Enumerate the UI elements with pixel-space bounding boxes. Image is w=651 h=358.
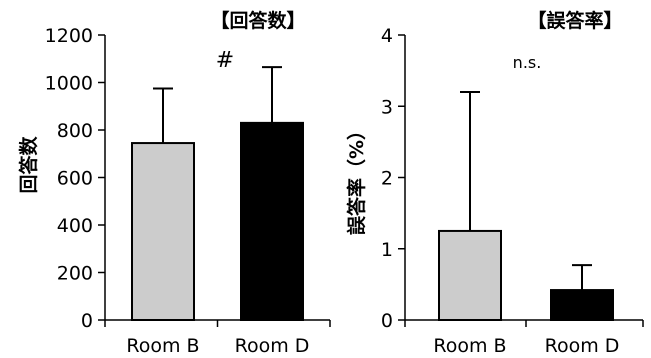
x-tick-label: Room B xyxy=(433,335,506,357)
y-tick-label: 400 xyxy=(57,215,93,237)
bar-room-b xyxy=(438,229,502,321)
y-tick-label: 3 xyxy=(381,96,393,118)
chart-response-count: 【回答数】 回答数 # 0 200 400 600 800 1000 1200 Room B R… xyxy=(17,9,331,357)
significance-annotation: n.s. xyxy=(513,53,542,72)
y-tick-label: 4 xyxy=(381,25,393,47)
x-tick-label: Room D xyxy=(235,335,310,357)
chart-title: 【誤答率】 xyxy=(527,9,622,32)
bar-room-d xyxy=(550,289,614,322)
y-tick-label: 1000 xyxy=(45,73,93,95)
bar-room-b xyxy=(131,142,195,321)
y-tick-label: 1 xyxy=(381,239,393,261)
y-axis-label: 誤答率（%） xyxy=(345,121,368,235)
y-tick-label: 0 xyxy=(81,310,93,332)
y-tick-label: 600 xyxy=(57,168,93,190)
x-tick-label: Room B xyxy=(126,335,199,357)
y-tick-label: 1200 xyxy=(45,25,93,47)
y-axis-label: 回答数 xyxy=(17,136,40,194)
bar-room-d xyxy=(240,121,304,321)
y-tick-label: 2 xyxy=(381,168,393,190)
x-tick-label: Room D xyxy=(545,335,620,357)
y-tick-label: 800 xyxy=(57,120,93,142)
chart-title: 【回答数】 xyxy=(210,9,305,32)
y-tick-label: 200 xyxy=(57,263,93,285)
significance-annotation: # xyxy=(216,48,234,73)
y-tick-label: 0 xyxy=(381,310,393,332)
chart-error-rate: 【誤答率】 誤答率（%） n.s. 0 1 2 3 4 Room B Room D xyxy=(345,9,644,357)
